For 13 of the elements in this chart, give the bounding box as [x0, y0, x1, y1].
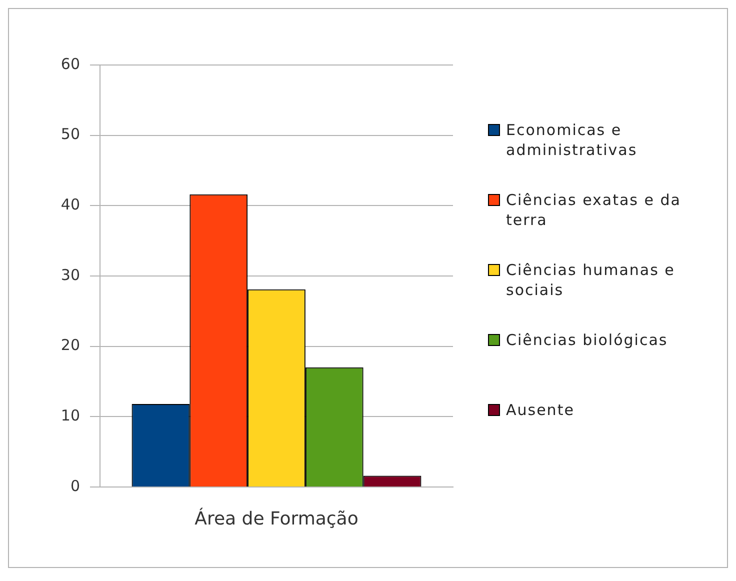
legend-label: Ciências exatas e da terra	[506, 190, 682, 230]
y-tick-label: 0	[70, 476, 80, 495]
legend-label: Ausente	[506, 400, 574, 420]
y-tick-label: 50	[60, 125, 80, 144]
legend-label: Ciências biológicas	[506, 330, 668, 350]
legend-label: Economicas e administrativas	[506, 120, 638, 160]
y-tick-label: 20	[60, 336, 80, 354]
y-tick-label: 30	[60, 266, 80, 284]
y-tick-label: 40	[60, 196, 80, 214]
legend-label: Ciências humanas e sociais	[506, 260, 676, 300]
y-tick-label: 10	[60, 406, 80, 425]
y-tick-label: 60	[60, 54, 80, 73]
x-tick-label: Área de Formação	[194, 507, 358, 530]
